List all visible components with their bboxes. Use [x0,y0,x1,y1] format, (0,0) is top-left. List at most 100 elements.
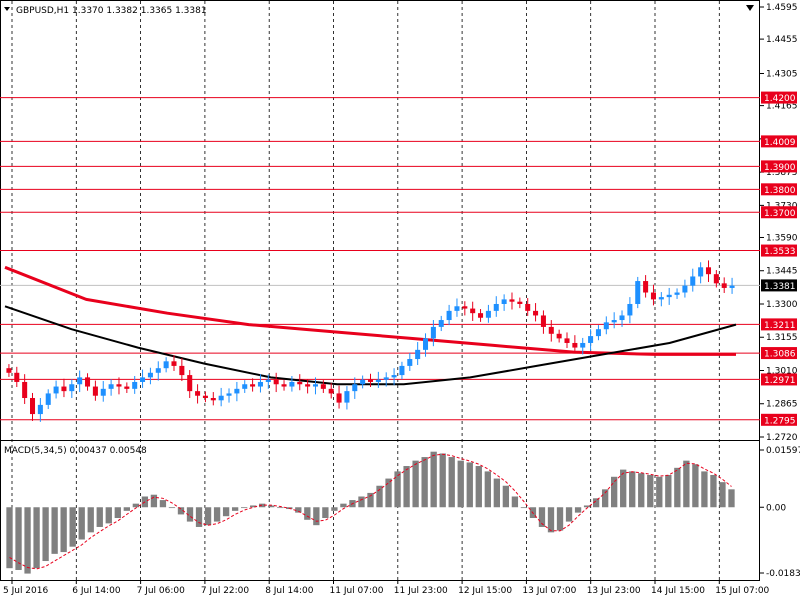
candle-body [470,308,476,314]
price-tick-label: 1.4305 [766,70,798,80]
macd-bar [33,507,40,569]
level-label-bg [761,183,797,196]
macd-label: MACD(5,34,5) 0.00437 0.00548 [4,446,147,456]
macd-bar [277,507,284,509]
time-tick-label: 11 Jul 23:00 [394,586,448,596]
macd-bar [376,485,383,508]
candle-body [132,381,138,389]
macd-bar [538,507,546,527]
macd-bar [620,469,627,508]
candle-body [619,315,625,321]
candle-body [336,393,342,403]
candle-body [273,379,279,385]
macd-bar [177,507,185,515]
macd-bar [222,507,230,517]
macd-bar [719,482,726,508]
candle-body [454,306,460,311]
candle-body [572,342,578,348]
macd-bar [565,507,573,522]
candle-body [155,368,161,373]
candle-body [556,333,562,339]
candle-body [415,349,421,360]
macd-bar [268,505,275,508]
candle-body [595,329,601,337]
candle-body [163,361,169,369]
candle-body [45,393,51,405]
time-tick-label: 11 Jul 07:00 [330,586,384,596]
macd-bar [710,474,717,508]
candle-body [446,310,452,321]
price-tick-label: 1.3445 [766,267,798,277]
macd-bar [638,473,645,508]
candle-body [108,384,114,389]
candle-body [328,388,334,394]
macd-bar [168,507,176,509]
candle-body [698,267,704,277]
current-price-label: 1.3381 [764,282,796,292]
macd-bar [466,462,473,508]
candle-body [312,384,318,387]
macd-bar [520,507,528,509]
macd-bar [313,507,320,526]
level-label-bg [761,206,797,219]
macd-bar [6,507,13,569]
candle-body [666,294,672,298]
macd-bar [511,496,519,508]
price-axis: 1.45951.44551.43051.41651.40201.38751.37… [760,3,798,443]
candle-body [603,322,609,330]
time-tick-label: 12 Jul 15:00 [458,586,512,596]
scroll-down-icon[interactable] [746,5,754,11]
macd-bar [78,507,85,540]
level-label-bg [761,318,797,331]
level-label: 1.3800 [764,186,796,196]
candle-body [22,381,28,399]
candle-body [383,377,389,380]
candle-body [509,299,515,302]
macd-bar [304,507,311,520]
candle-body [360,379,366,385]
candle-body [690,276,696,286]
macd-bar [692,464,699,508]
candle-body [218,395,224,401]
candle-body [352,384,358,392]
macd-signal-line [9,453,732,570]
candle-body [367,379,374,382]
macd-bar [592,498,600,508]
level-label: 1.4200 [764,94,796,104]
candle-body [438,320,444,327]
candle-body [643,281,649,293]
candle-body [100,388,106,396]
macd-bar [574,507,582,513]
macd-bar [674,467,681,508]
macd-bar [656,476,663,508]
candle-body [210,398,216,401]
candle-body [171,361,177,366]
macd-bar [439,453,446,508]
candle-body [729,285,735,288]
candle-body [375,379,381,382]
level-label-bg [761,347,797,360]
candle-body [147,372,153,378]
macd-bar [150,494,158,508]
macd-bar [240,507,248,509]
candle-body [289,381,295,387]
price-tick-label: 1.3300 [766,300,798,310]
macd-bar [421,457,428,508]
level-label: 1.3533 [764,247,796,257]
price-tick-label: 1.2865 [766,400,798,410]
candle-body [14,372,20,382]
candle-body [611,320,617,323]
symbol-ohlc-label: GBPUSD,H1 1.3370 1.3382 1.3365 1.3381 [16,6,207,16]
symbol-menu-icon[interactable] [4,7,10,11]
candle-body [77,377,83,385]
candle-body [297,381,303,385]
macd-bar [385,478,392,508]
macd-bar [114,507,121,519]
candle-body [69,384,75,392]
macd-bar [105,507,112,524]
level-label-bg [761,91,797,104]
candle-body [525,303,531,311]
macd-bar [15,507,22,570]
macd-bar [430,451,437,508]
